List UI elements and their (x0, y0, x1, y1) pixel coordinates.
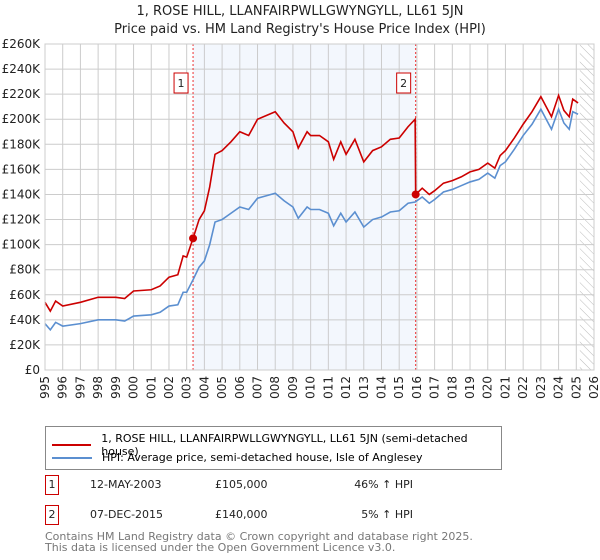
x-tick-label: 2018 (445, 376, 459, 400)
sale-point (411, 190, 420, 199)
x-tick-label: 2020 (481, 376, 495, 400)
x-tick-label: 1996 (56, 376, 70, 400)
x-tick-label: 2003 (180, 376, 194, 400)
x-tick-label: 2014 (374, 376, 388, 400)
sale-marker-box (396, 72, 412, 94)
x-tick-label: 2022 (516, 376, 530, 400)
x-tick-label: 2021 (498, 376, 512, 400)
chart-subtitle: Price paid vs. HM Land Registry's House … (114, 22, 486, 37)
x-tick-label: 2001 (144, 376, 158, 400)
sale-price: £140,000 (215, 508, 268, 521)
plot-border (44, 43, 595, 371)
x-tick-label: 2025 (569, 376, 583, 400)
future-hatch (579, 44, 594, 370)
y-tick-label: £20K (9, 338, 41, 352)
x-tick-label: 2015 (392, 376, 406, 400)
x-tick-label: 2019 (463, 376, 477, 400)
sale-row: 2 07-DEC-2015 £140,000 5% ↑ HPI (45, 505, 445, 525)
legend-label-property: 1, ROSE HILL, LLANFAIRPWLLGWYNGYLL, LL61… (101, 432, 468, 458)
y-tick-label: £120K (2, 213, 42, 227)
sale-marker: 2 (45, 505, 59, 525)
footer: Contains HM Land Registry data © Crown c… (45, 531, 473, 553)
footer-copyright: Contains HM Land Registry data © Crown c… (45, 530, 473, 543)
sale-hpi: 46% ↑ HPI (354, 478, 413, 491)
sale-date: 07-DEC-2015 (90, 508, 164, 521)
x-tick-label: 1998 (91, 376, 105, 400)
sale-hpi: 5% ↑ HPI (361, 508, 413, 521)
y-tick-label: £80K (9, 263, 41, 277)
x-tick-label: 2013 (357, 376, 371, 400)
x-tick-label: 2012 (339, 376, 353, 400)
x-tick-label: 2002 (162, 376, 176, 400)
y-tick-label: £180K (2, 137, 42, 151)
legend-label-hpi: HPI: Average price, semi-detached house,… (102, 451, 423, 464)
x-tick-label: 1995 (38, 376, 52, 400)
plot-area: 1995 1996 1997 1998 1999 2000 2001 2002 2003 2004… (2, 37, 600, 400)
sale-point (189, 234, 198, 243)
y-tick-label: £0 (25, 363, 40, 377)
sale-marker: 1 (45, 475, 59, 495)
x-tick-label: 2010 (304, 376, 318, 400)
x-tick-label: 1997 (73, 376, 87, 400)
x-tick-label: 2011 (321, 376, 335, 400)
x-tick-label: 2023 (534, 376, 548, 400)
sale-marker-box (173, 72, 189, 94)
x-tick-label: 2016 (410, 376, 424, 400)
legend: 1, ROSE HILL, LLANFAIRPWLLGWYNGYLL, LL61… (45, 426, 502, 470)
x-tick-label: 2006 (233, 376, 247, 400)
sale-date: 12-MAY-2003 (90, 478, 162, 491)
property-price-line (44, 92, 579, 313)
sale-marker-label: 2 (400, 77, 407, 90)
footer-licence: This data is licensed under the Open Gov… (45, 541, 396, 554)
x-tick-label: 2017 (428, 376, 442, 400)
y-tick-label: £140K (2, 187, 42, 201)
chart-title: 1, ROSE HILL, LLANFAIRPWLLGWYNGYLL, LL61… (136, 4, 464, 19)
y-tick-label: £220K (2, 87, 42, 101)
x-tick-label: 2009 (286, 376, 300, 400)
x-tick-label: 2007 (251, 376, 265, 400)
y-tick-label: £60K (9, 288, 41, 302)
x-tick-label: 1999 (109, 376, 123, 400)
sale-price: £105,000 (215, 478, 268, 491)
x-tick-label: 2008 (268, 376, 282, 400)
x-tick-label: 2000 (127, 376, 141, 400)
x-tick-label: 2024 (552, 376, 566, 400)
sale-marker-label: 1 (178, 77, 185, 90)
y-tick-label: £160K (2, 162, 42, 176)
y-tick-label: £100K (2, 238, 42, 252)
shaded-period (193, 44, 416, 370)
y-tick-label: £40K (9, 313, 41, 327)
hpi-line (44, 106, 579, 332)
sale-row: 1 12-MAY-2003 £105,000 46% ↑ HPI (45, 475, 445, 495)
legend-swatch-property (52, 444, 92, 446)
x-tick-label: 2005 (215, 376, 229, 400)
legend-swatch-hpi (52, 456, 92, 459)
y-tick-label: £240K (2, 62, 42, 76)
x-tick-label: 2004 (197, 376, 211, 400)
y-tick-label: £260K (2, 37, 42, 51)
x-tick-label: 2026 (587, 376, 600, 400)
y-tick-label: £200K (2, 112, 42, 126)
